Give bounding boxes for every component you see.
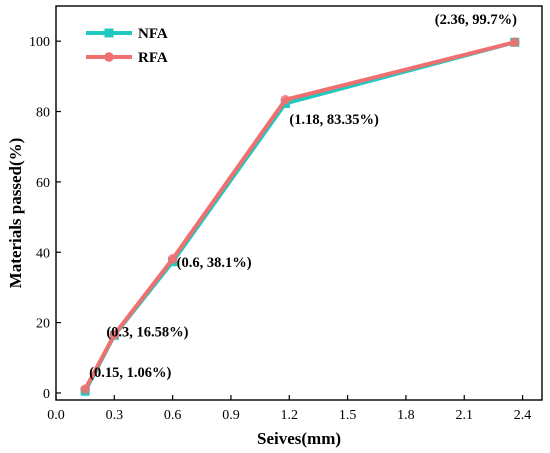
x-tick-label: 0.0 <box>47 408 65 423</box>
x-tick-label: 1.2 <box>281 408 299 423</box>
x-tick-label: 2.4 <box>514 408 532 423</box>
axes: 0.0 0.3 0.6 0.9 1.2 1.5 1.8 2.1 2.4 0 20 40 60 80 100 <box>29 5 543 423</box>
x-axis-title: Seives(mm) <box>257 429 341 448</box>
y-tick-label: 20 <box>36 317 50 332</box>
series-nfa <box>80 37 520 396</box>
y-tick-label: 40 <box>36 246 50 261</box>
y-axis-title: Materials passed(%) <box>6 138 25 289</box>
data-point <box>109 329 120 340</box>
annotations: (0.15, 1.06%) (0.3, 16.58%) (0.6, 38.1%) (1… <box>89 12 517 381</box>
legend: NFA RFA <box>86 26 168 66</box>
x-tick-label: 0.9 <box>222 408 240 423</box>
legend-label: NFA <box>138 26 168 42</box>
x-tick-label: 1.5 <box>339 408 357 423</box>
legend-label: RFA <box>138 50 168 66</box>
data-label: (0.15, 1.06%) <box>89 365 171 381</box>
data-label: (0.6, 38.1%) <box>177 255 252 271</box>
legend-marker <box>104 52 114 62</box>
data-point <box>509 37 520 48</box>
data-point <box>280 94 291 105</box>
data-label: (1.18, 83.35%) <box>289 112 379 128</box>
data-point <box>80 384 90 395</box>
legend-item-nfa: NFA <box>86 26 168 42</box>
y-tick-label: 100 <box>29 35 50 50</box>
legend-item-rfa: RFA <box>86 50 168 66</box>
series-rfa <box>80 37 520 395</box>
x-tick-label: 2.1 <box>455 408 473 423</box>
data-point <box>167 254 178 264</box>
plot-area <box>80 37 520 396</box>
x-tick-label: 0.6 <box>164 408 182 423</box>
plot-frame <box>55 5 543 401</box>
legend-marker <box>104 28 114 38</box>
y-tick-label: 60 <box>36 176 50 191</box>
x-tick-label: 1.8 <box>397 408 415 423</box>
data-label: (2.36, 99.7%) <box>435 12 517 28</box>
y-tick-label: 80 <box>36 106 50 121</box>
x-tick-label: 0.3 <box>106 408 124 423</box>
data-label: (0.3, 16.58%) <box>106 325 188 341</box>
y-tick-label: 0 <box>43 387 50 402</box>
